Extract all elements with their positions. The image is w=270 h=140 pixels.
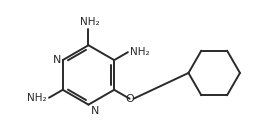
Text: O: O: [125, 94, 134, 104]
Text: NH₂: NH₂: [80, 17, 99, 27]
Text: NH₂: NH₂: [130, 47, 150, 57]
Text: N: N: [52, 55, 61, 65]
Text: N: N: [90, 106, 99, 116]
Text: NH₂: NH₂: [28, 93, 47, 103]
